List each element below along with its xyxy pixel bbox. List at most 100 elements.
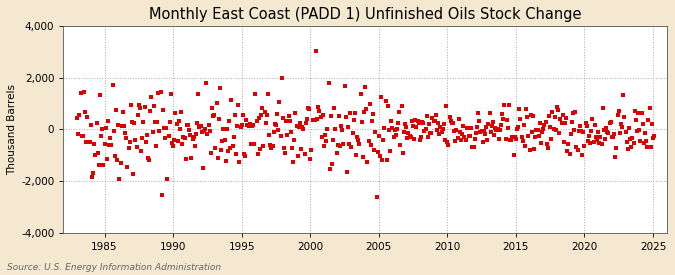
Point xyxy=(159,126,169,131)
Point xyxy=(622,139,632,144)
Point xyxy=(553,108,564,112)
Point xyxy=(618,92,628,97)
Point xyxy=(223,149,234,153)
Point xyxy=(157,192,167,197)
Point xyxy=(134,103,144,108)
Point xyxy=(169,138,180,142)
Point xyxy=(595,135,606,139)
Point xyxy=(160,136,171,140)
Point xyxy=(331,151,342,155)
Point xyxy=(505,138,516,142)
Point xyxy=(364,102,375,106)
Point xyxy=(319,144,329,149)
Point xyxy=(589,122,600,127)
Point xyxy=(624,126,634,130)
Point xyxy=(358,109,369,114)
Point xyxy=(340,115,351,120)
Point xyxy=(218,126,229,131)
Point xyxy=(498,117,509,122)
Point xyxy=(105,136,115,140)
Point xyxy=(95,92,105,97)
Point xyxy=(355,92,366,96)
Point xyxy=(622,147,633,151)
Point xyxy=(560,120,570,125)
Point xyxy=(251,119,262,123)
Point xyxy=(198,129,209,133)
Point xyxy=(283,114,294,118)
Point xyxy=(185,133,196,137)
Point xyxy=(88,170,99,175)
Point xyxy=(502,126,513,131)
Point xyxy=(290,111,301,115)
Point xyxy=(433,120,443,125)
Point xyxy=(459,135,470,139)
Point xyxy=(570,109,580,114)
Point xyxy=(549,115,560,119)
Point xyxy=(233,103,244,107)
Point xyxy=(325,114,336,119)
Point xyxy=(152,119,163,124)
Point xyxy=(530,135,541,140)
Point xyxy=(205,129,215,133)
Point xyxy=(585,141,595,145)
Point xyxy=(86,175,97,180)
Point xyxy=(421,114,432,118)
Point xyxy=(271,112,282,117)
Point xyxy=(424,122,435,126)
Point xyxy=(309,118,320,122)
Point xyxy=(547,110,558,115)
Point xyxy=(108,129,119,133)
Point xyxy=(281,118,292,123)
Point xyxy=(242,123,252,127)
Point xyxy=(201,81,212,85)
Point xyxy=(134,105,145,110)
Point xyxy=(161,126,171,130)
Point xyxy=(163,134,174,138)
Point xyxy=(80,109,90,114)
Point xyxy=(148,104,159,108)
Point xyxy=(540,120,551,124)
Point xyxy=(216,147,227,152)
Point xyxy=(111,108,122,112)
Point xyxy=(642,144,653,149)
Point xyxy=(315,115,326,119)
Point xyxy=(258,144,269,148)
Point xyxy=(268,130,279,134)
Point xyxy=(234,160,245,164)
Point xyxy=(449,128,460,133)
Point xyxy=(434,132,445,136)
Point xyxy=(602,130,613,134)
Point xyxy=(627,136,638,140)
Point xyxy=(524,148,535,153)
Point xyxy=(82,115,92,119)
Point xyxy=(362,160,373,164)
Point xyxy=(406,119,417,123)
Point xyxy=(149,119,160,124)
Point xyxy=(117,110,128,115)
Point xyxy=(588,140,599,144)
Point xyxy=(516,135,527,139)
Point xyxy=(396,103,407,108)
Point xyxy=(439,121,450,126)
Point xyxy=(92,151,103,155)
Point xyxy=(614,131,625,136)
Point xyxy=(640,131,651,135)
Point xyxy=(357,154,368,159)
Point xyxy=(230,112,240,117)
Point xyxy=(497,111,508,116)
Title: Monthly East Coast (PADD 1) Unfinished Oils Stock Change: Monthly East Coast (PADD 1) Unfinished O… xyxy=(148,7,581,22)
Point xyxy=(423,135,433,140)
Point xyxy=(551,128,562,132)
Point xyxy=(375,154,385,158)
Point xyxy=(128,172,138,176)
Point xyxy=(379,126,390,130)
Point xyxy=(213,117,224,121)
Point xyxy=(546,137,557,141)
Point xyxy=(477,140,488,144)
Point xyxy=(512,126,522,131)
Point xyxy=(418,121,429,126)
Point xyxy=(460,138,471,142)
Point xyxy=(466,126,477,130)
Point xyxy=(286,130,296,134)
Point xyxy=(91,121,102,125)
